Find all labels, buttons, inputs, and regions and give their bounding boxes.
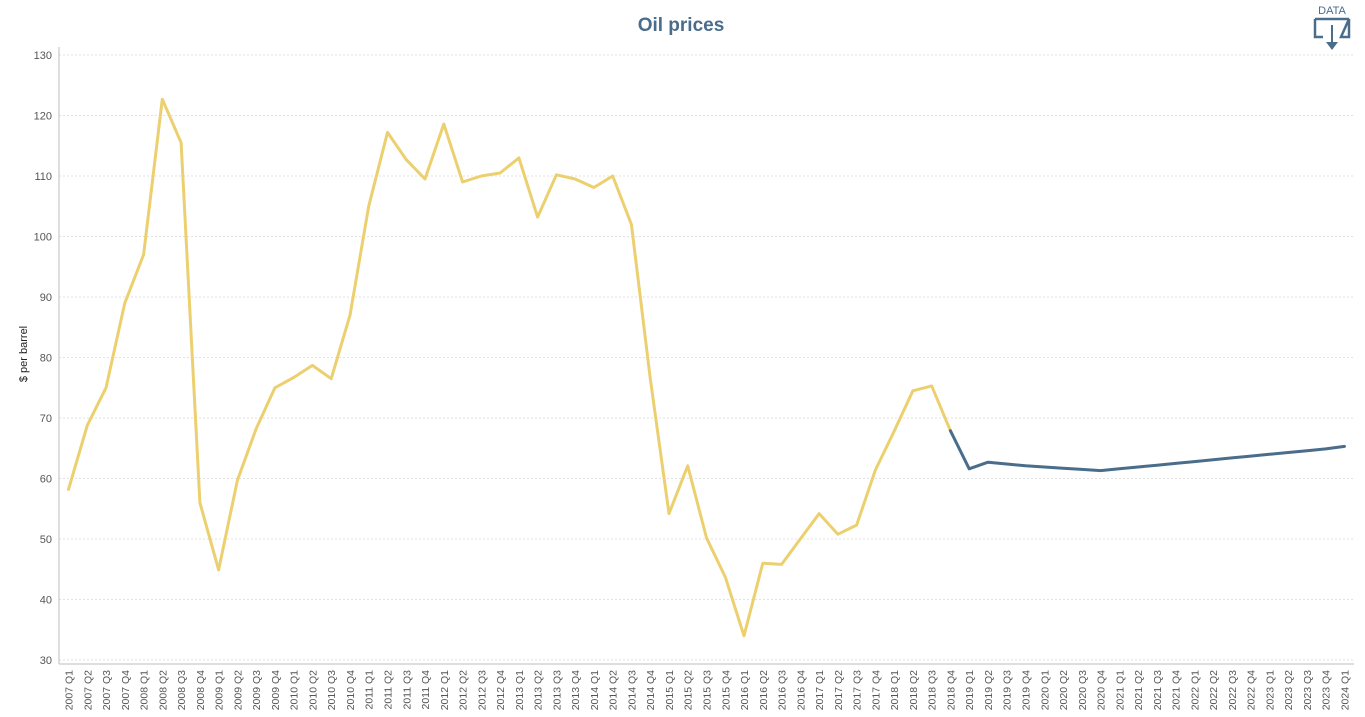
y-tick-label: 70 [40,413,52,425]
y-tick-labels: 30 40 50 60 70 80 90 100 110 120 130 [34,50,52,667]
chart-title: Oil prices [638,15,725,36]
x-tick-label: 2019 Q3 [1002,670,1014,710]
x-tick-label: 2016 Q4 [795,670,807,710]
x-tick-label: 2018 Q2 [908,670,920,710]
x-tick-label: 2020 Q2 [1058,670,1070,710]
y-tick-label: 30 [40,655,52,667]
x-tick-label: 2019 Q1 [964,670,976,710]
x-tick-label: 2022 Q2 [1208,670,1220,710]
y-tick-label: 100 [34,232,52,244]
x-tick-label: 2023 Q4 [1321,670,1333,710]
x-tick-label: 2007 Q2 [82,670,94,710]
x-tick-label: 2009 Q4 [270,670,282,710]
x-tick-label: 2017 Q4 [870,670,882,710]
x-tick-label: 2021 Q1 [1114,670,1126,710]
y-tick-label: 80 [40,353,52,365]
grid-lines [59,54,1354,661]
y-tick-label: 50 [40,534,52,546]
x-tick-labels: 2007 Q1 2007 Q2 2007 Q3 2007 Q4 2008 Q1 2008 … [64,670,1352,710]
y-tick-label: 40 [40,595,52,607]
y-tick-label: 110 [34,171,52,183]
x-tick-label: 2020 Q1 [1039,670,1051,710]
x-tick-label: 2021 Q4 [1171,670,1183,710]
x-tick-label: 2022 Q1 [1189,670,1201,710]
x-tick-label: 2009 Q2 [232,670,244,710]
y-tick-label: 60 [40,474,52,486]
data-button-label: DATA [1318,5,1346,17]
x-tick-label: 2007 Q3 [101,670,113,710]
x-tick-label: 2014 Q3 [626,670,638,710]
y-tick-label: 90 [40,292,52,304]
x-tick-label: 2013 Q1 [514,670,526,710]
x-tick-label: 2017 Q1 [814,670,826,710]
x-tick-label: 2021 Q3 [1152,670,1164,710]
x-tick-label: 2012 Q4 [495,670,507,710]
x-tick-label: 2024 Q1 [1340,670,1352,710]
x-tick-label: 2012 Q3 [476,670,488,710]
x-tick-label: 2013 Q2 [533,670,545,710]
y-tick-label: 120 [34,111,52,123]
x-tick-label: 2022 Q3 [1227,670,1239,710]
x-tick-label: 2016 Q2 [758,670,770,710]
x-tick-label: 2023 Q3 [1302,670,1314,710]
x-tick-label: 2016 Q1 [739,670,751,710]
x-tick-label: 2010 Q3 [326,670,338,710]
x-tick-label: 2008 Q1 [139,670,151,710]
x-tick-label: 2009 Q1 [214,670,226,710]
x-tick-label: 2015 Q3 [702,670,714,710]
x-tick-label: 2019 Q4 [1021,670,1033,710]
x-tick-label: 2014 Q1 [589,670,601,710]
x-tick-label: 2023 Q2 [1283,670,1295,710]
x-tick-label: 2008 Q2 [157,670,169,710]
x-tick-label: 2013 Q4 [570,670,582,710]
x-tick-label: 2018 Q4 [945,670,957,710]
x-tick-label: 2008 Q4 [195,670,207,710]
download-icon [1313,17,1351,50]
x-tick-label: 2010 Q4 [345,670,357,710]
series-line-historical [67,97,952,638]
x-tick-label: 2007 Q4 [120,670,132,710]
x-tick-label: 2018 Q3 [927,670,939,710]
x-tick-label: 2013 Q3 [551,670,563,710]
x-tick-label: 2012 Q2 [458,670,470,710]
x-tick-label: 2014 Q4 [645,670,657,710]
x-tick-label: 2011 Q4 [420,670,432,710]
x-tick-label: 2009 Q3 [251,670,263,710]
series-line-forecast [948,429,1346,473]
x-tick-label: 2015 Q2 [683,670,695,710]
x-tick-label: 2017 Q3 [852,670,864,710]
x-tick-label: 2021 Q2 [1133,670,1145,710]
series-lines [67,97,1346,638]
x-tick-label: 2010 Q2 [307,670,319,710]
x-tick-label: 2011 Q1 [364,670,376,710]
x-tick-label: 2014 Q2 [608,670,620,710]
data-download-button[interactable]: DATA [1310,4,1354,52]
x-tick-label: 2015 Q4 [720,670,732,710]
x-tick-label: 2008 Q3 [176,670,188,710]
x-tick-label: 2020 Q4 [1096,670,1108,710]
x-tick-label: 2017 Q2 [833,670,845,710]
x-tick-label: 2023 Q1 [1264,670,1276,710]
x-tick-label: 2011 Q2 [383,670,395,710]
y-axis-label: $ per barrel [18,326,30,382]
y-tick-label: 130 [34,50,52,62]
x-tick-label: 2022 Q4 [1246,670,1258,710]
x-tick-label: 2010 Q1 [289,670,301,710]
x-tick-label: 2019 Q2 [983,670,995,710]
x-tick-label: 2020 Q3 [1077,670,1089,710]
x-tick-label: 2011 Q3 [401,670,413,710]
x-tick-label: 2007 Q1 [64,670,76,710]
x-tick-label: 2018 Q1 [889,670,901,710]
x-tick-label: 2016 Q3 [777,670,789,710]
x-tick-label: 2015 Q1 [664,670,676,710]
x-tick-label: 2012 Q1 [439,670,451,710]
